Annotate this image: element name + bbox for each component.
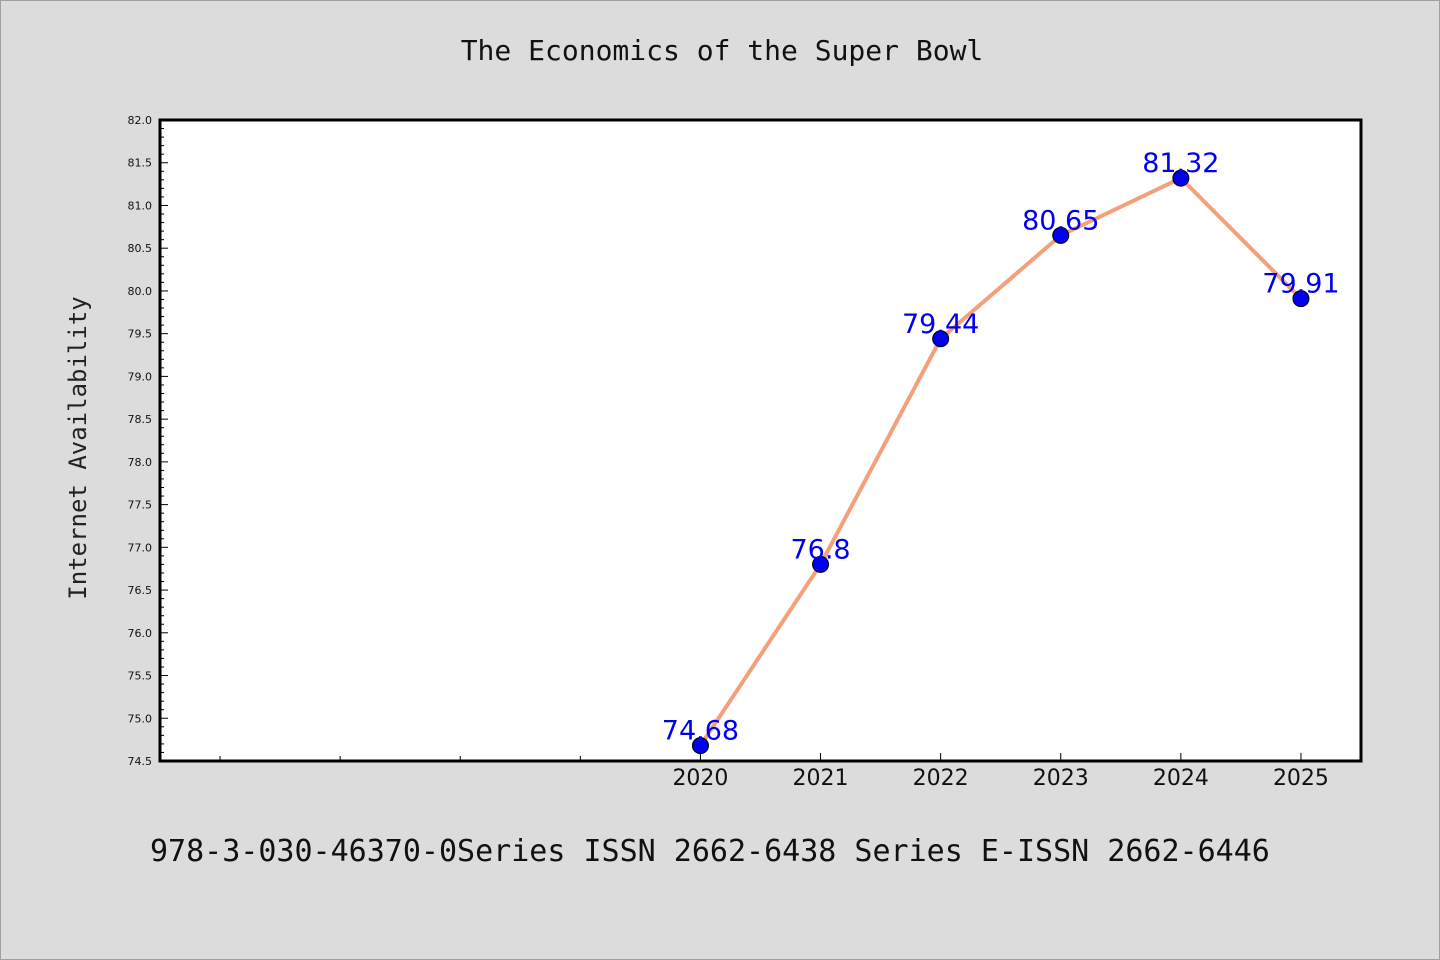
y-tick-label: 76.0 [128,627,153,640]
y-tick-label: 76.5 [128,584,153,597]
data-point [1292,290,1310,308]
y-tick-label: 82.0 [128,114,153,127]
y-tick-label: 80.5 [128,242,153,255]
data-label: 79.91 [1262,269,1339,300]
data-point [1172,169,1190,187]
y-tick-label: 81.5 [128,157,153,170]
y-tick-label: 80.0 [128,285,153,298]
x-tick-label: 2021 [793,766,849,791]
data-label: 74.68 [662,716,739,747]
data-point [932,330,950,348]
y-tick-label: 74.5 [128,755,153,768]
y-tick-label: 75.5 [128,670,153,683]
y-axis-label: Internet Availability [64,296,92,599]
x-tick-label: 2022 [913,766,969,791]
data-label: 81.32 [1142,148,1219,179]
data-label: 79.44 [902,309,979,340]
y-tick-label: 77.5 [128,499,153,512]
data-point [1052,226,1070,244]
y-tick-label: 79.5 [128,328,153,341]
series-group: 74.68 76.8 79.44 80.65 81.32 79.91 [662,148,1340,755]
y-tick-label: 77.0 [128,541,153,554]
y-axis: 74.5 75.0 75.5 76.0 76.5 77.0 77.5 78.0 78.5 79.0… [128,114,168,768]
y-tick-label: 79.0 [128,370,153,383]
series-line [698,176,1303,747]
chart-title: The Economics of the Super Bowl [460,34,984,67]
plot-area [158,118,1363,763]
data-point [691,737,709,755]
data-label: 80.65 [1022,205,1099,236]
x-tick-label: 2025 [1273,766,1329,791]
y-tick-label: 78.5 [128,413,153,426]
x-tick-label: 2023 [1033,766,1089,791]
y-tick-label: 81.0 [128,199,153,212]
x-axis: 2020 2021 2022 2023 2024 2025 [219,753,1329,791]
data-label: 76.8 [790,534,850,565]
x-tick-label: 2024 [1153,766,1209,791]
y-tick-label: 75.0 [128,712,153,725]
footer-text: 978-3-030-46370-0Series ISSN 2662-6438 S… [150,834,1270,869]
x-tick-label: 2020 [672,766,728,791]
data-point [812,555,830,573]
y-tick-label: 78.0 [128,456,153,469]
